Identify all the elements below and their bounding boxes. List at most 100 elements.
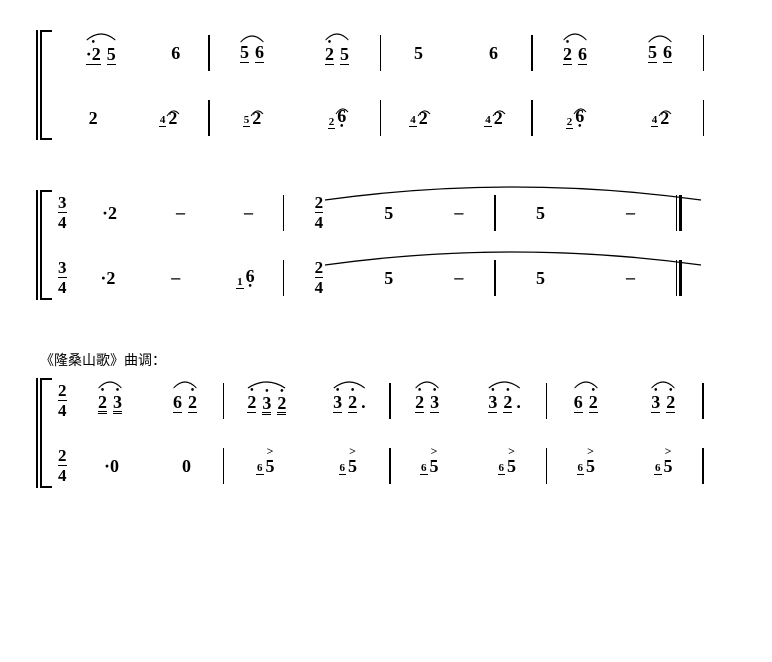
grace-note: 42 <box>651 109 670 127</box>
time-signature: 34 <box>58 259 67 297</box>
measure: 245– <box>284 190 494 235</box>
score-system: 34·2––245–5–34·2–16•245–5– <box>40 190 732 300</box>
measure: ·2–– <box>73 190 283 235</box>
note: •2 <box>666 389 675 413</box>
rest-dash: – <box>454 202 463 223</box>
note-group: 56 <box>648 43 672 63</box>
note: •3 <box>333 389 342 413</box>
note-group: •2 6 <box>563 41 587 65</box>
grace-note: 65> <box>498 457 517 475</box>
score-system: 24•2•36•2•2•3•2•3•2.•2•3•3•2.6•2•3•224·0… <box>40 378 732 488</box>
staff: 24·0065>65>65>65>65>65> <box>58 443 732 488</box>
note: 6 <box>255 43 264 63</box>
measure: 26•42 <box>533 95 703 140</box>
note: 6 <box>173 393 182 413</box>
grace-note: 16• <box>236 267 255 289</box>
time-signature: 24 <box>58 447 67 485</box>
note: ·2 <box>100 269 115 287</box>
staff: •·25656•2556•2656 <box>58 30 732 75</box>
measure: •2 •3 6 •2 <box>73 378 223 423</box>
grace-note: 42 <box>159 109 178 127</box>
note: 5 <box>340 45 349 65</box>
grace-note: 65> <box>654 457 673 475</box>
time-signature: 24 <box>315 259 324 297</box>
measure: 5– <box>496 255 676 300</box>
note: •2 <box>98 389 107 412</box>
note-group: •·25 <box>86 41 116 65</box>
note: •2 <box>247 389 256 413</box>
note-group: •3•2. <box>488 389 521 413</box>
note: •2 <box>188 389 197 413</box>
note: •3 <box>113 389 122 412</box>
note: 5> <box>664 457 673 475</box>
note: ·2 <box>102 204 117 222</box>
grace-note: 42 <box>409 109 428 127</box>
barline <box>703 100 705 136</box>
staff: 34·2–16•245–5– <box>58 255 732 300</box>
note: •3 <box>430 389 439 413</box>
note: •·2 <box>86 41 101 65</box>
note: 6 <box>578 45 587 65</box>
note: •2 <box>348 389 357 413</box>
note-group: •3•2 <box>651 389 675 413</box>
rest-dash: – <box>454 267 463 288</box>
note: 5> <box>586 457 595 475</box>
note: •2 <box>503 389 512 413</box>
note-group: 56 <box>240 43 264 63</box>
note: 5 <box>536 204 545 222</box>
note: •2 <box>415 389 424 413</box>
note: •2 <box>563 41 572 65</box>
rest-dash: – <box>176 202 185 223</box>
note: 5> <box>266 457 275 475</box>
note: 5> <box>507 457 516 475</box>
measure: 24 5 – <box>284 255 494 300</box>
final-barline <box>676 195 683 231</box>
grace-note: 26• <box>328 107 347 129</box>
staff: 24•2•36•2•2•3•2•3•2.•2•3•3•2.6•2•3•2 <box>58 378 732 423</box>
note: ·0 <box>104 457 119 475</box>
barline <box>702 383 704 419</box>
measure: •2 6 56 <box>533 30 703 75</box>
note: 6• <box>246 267 255 289</box>
time-signature: 24 <box>58 382 67 420</box>
note: 0 <box>182 457 191 475</box>
measure: 4242 <box>381 95 531 140</box>
grace-note: 65> <box>577 457 596 475</box>
rest-dash: – <box>626 267 635 288</box>
measure: 56 <box>381 30 531 75</box>
note-group: •2 5 <box>325 41 349 65</box>
grace-note: 65> <box>420 457 439 475</box>
note-group: 6 •2 <box>173 389 197 413</box>
measure: ·2 – 16• <box>73 255 283 300</box>
measure: •2•3•2•3•2. <box>224 378 389 423</box>
note: •3 <box>651 389 660 413</box>
measure: ·0 0 <box>73 443 223 488</box>
note: 5 <box>384 204 393 222</box>
note-group: •2 •3 <box>98 389 122 412</box>
measure: •·25 6 <box>58 30 208 75</box>
note: 5> <box>430 457 439 475</box>
note-group: •2•3•2 <box>247 389 286 413</box>
note-group: •3•2. <box>333 389 366 413</box>
note: 5 <box>240 43 249 63</box>
note: •2 <box>277 390 286 413</box>
measure: 5226• <box>210 95 380 140</box>
measure: 65> 65> <box>391 443 546 488</box>
note: •2 <box>325 41 334 65</box>
note: 5 <box>536 269 545 287</box>
measure: 6•2•3•2 <box>547 378 702 423</box>
note: 6 <box>574 393 583 413</box>
note: 5 <box>648 43 657 63</box>
note-group: 6•2 <box>574 389 598 413</box>
note: 6 <box>171 44 180 62</box>
note: 5> <box>348 457 357 475</box>
rest-dash: – <box>171 267 180 288</box>
note: 5 <box>384 269 393 287</box>
measure: 5– <box>496 190 676 235</box>
note: 2 <box>89 109 98 127</box>
measure: 2 42 <box>58 95 208 140</box>
final-barline <box>676 260 683 296</box>
note: 5 <box>414 44 423 62</box>
note-group: •2•3 <box>415 389 439 413</box>
staff: 2425226•424226•42 <box>58 95 732 140</box>
